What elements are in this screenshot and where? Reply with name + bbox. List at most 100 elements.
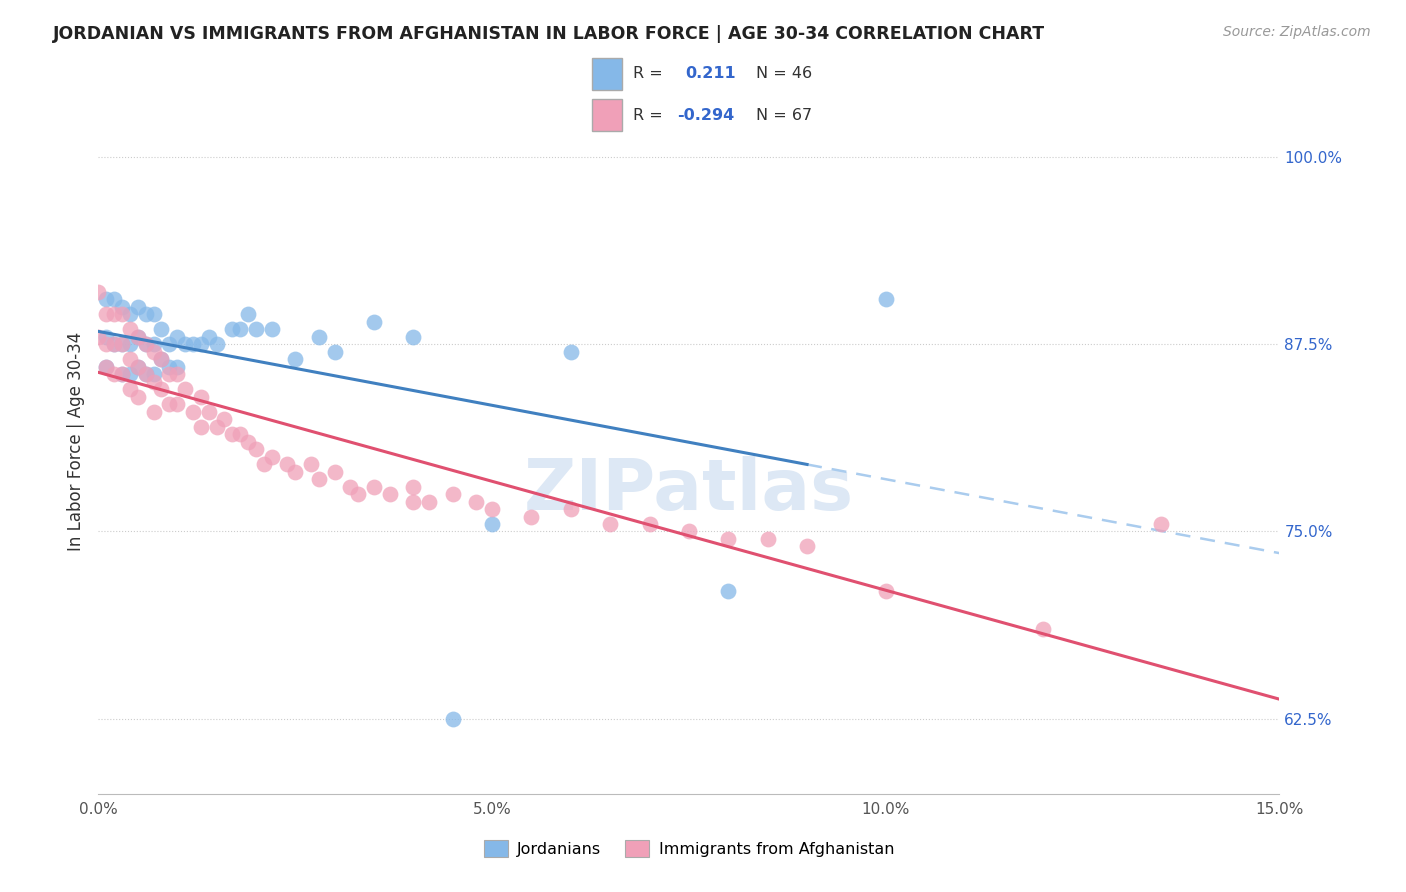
Point xyxy=(135,367,157,381)
Point xyxy=(205,419,228,434)
Point xyxy=(157,359,180,374)
Point xyxy=(796,540,818,554)
Point xyxy=(197,404,219,418)
Point xyxy=(118,307,141,321)
Point xyxy=(236,434,259,449)
Point xyxy=(756,532,779,546)
Point xyxy=(221,322,243,336)
Point xyxy=(103,337,125,351)
Point xyxy=(245,442,267,456)
Point xyxy=(560,344,582,359)
Point xyxy=(181,337,204,351)
Point xyxy=(150,352,173,367)
Point xyxy=(166,329,188,343)
Point xyxy=(111,367,134,381)
Point xyxy=(402,329,425,343)
Point xyxy=(323,344,346,359)
Point xyxy=(142,367,165,381)
Point xyxy=(174,337,197,351)
Point xyxy=(103,367,125,381)
Point xyxy=(135,367,157,381)
Text: 0.211: 0.211 xyxy=(685,66,735,81)
Point xyxy=(229,427,252,442)
Point xyxy=(190,390,212,404)
Point xyxy=(299,457,322,471)
Point xyxy=(276,457,298,471)
Point xyxy=(214,412,236,426)
Point xyxy=(1032,622,1054,636)
Point xyxy=(190,419,212,434)
Point xyxy=(142,344,165,359)
Point xyxy=(135,337,157,351)
Point xyxy=(875,292,897,306)
Point xyxy=(150,322,173,336)
Point xyxy=(111,367,134,381)
Point xyxy=(150,352,173,367)
Point xyxy=(441,487,464,501)
Point xyxy=(402,479,425,493)
Point xyxy=(520,509,543,524)
Point xyxy=(118,337,141,351)
Point xyxy=(402,494,425,508)
Point xyxy=(166,359,188,374)
Point xyxy=(339,479,361,493)
Text: N = 46: N = 46 xyxy=(756,66,813,81)
Point xyxy=(118,382,141,396)
Point xyxy=(142,307,165,321)
Point xyxy=(197,329,219,343)
Point xyxy=(166,397,188,411)
Point xyxy=(347,487,370,501)
Point xyxy=(96,359,118,374)
Point xyxy=(118,352,141,367)
Point xyxy=(135,307,157,321)
Point xyxy=(678,524,700,539)
Point xyxy=(127,359,149,374)
Legend: Jordanians, Immigrants from Afghanistan: Jordanians, Immigrants from Afghanistan xyxy=(477,834,901,863)
Point xyxy=(717,532,740,546)
Point xyxy=(323,465,346,479)
Text: Source: ZipAtlas.com: Source: ZipAtlas.com xyxy=(1223,25,1371,39)
Point xyxy=(378,487,401,501)
Point xyxy=(142,375,165,389)
FancyBboxPatch shape xyxy=(592,99,621,131)
Text: R =: R = xyxy=(633,66,662,81)
Y-axis label: In Labor Force | Age 30-34: In Labor Force | Age 30-34 xyxy=(66,332,84,551)
Point xyxy=(418,494,440,508)
Point xyxy=(103,337,125,351)
Point xyxy=(157,397,180,411)
Text: R =: R = xyxy=(633,108,662,123)
Point xyxy=(135,337,157,351)
Point xyxy=(111,337,134,351)
Point xyxy=(96,359,118,374)
Point xyxy=(96,292,118,306)
Point xyxy=(157,367,180,381)
Point xyxy=(142,337,165,351)
Point xyxy=(638,516,661,531)
Point xyxy=(284,352,307,367)
Point xyxy=(260,322,283,336)
Point xyxy=(481,502,503,516)
Point xyxy=(174,382,197,396)
Point xyxy=(127,329,149,343)
Point xyxy=(87,329,110,343)
Point xyxy=(481,516,503,531)
Text: -0.294: -0.294 xyxy=(676,108,734,123)
Point xyxy=(260,450,283,464)
Text: N = 67: N = 67 xyxy=(756,108,813,123)
Point xyxy=(181,404,204,418)
Point xyxy=(127,390,149,404)
Point xyxy=(96,329,118,343)
Point xyxy=(111,307,134,321)
Point xyxy=(308,329,330,343)
Point xyxy=(96,337,118,351)
Point xyxy=(150,382,173,396)
Point xyxy=(118,367,141,381)
Point xyxy=(229,322,252,336)
Point xyxy=(236,307,259,321)
Point xyxy=(111,300,134,314)
Point xyxy=(190,337,212,351)
Point xyxy=(308,472,330,486)
Point xyxy=(127,359,149,374)
Point xyxy=(363,479,385,493)
Point xyxy=(103,307,125,321)
